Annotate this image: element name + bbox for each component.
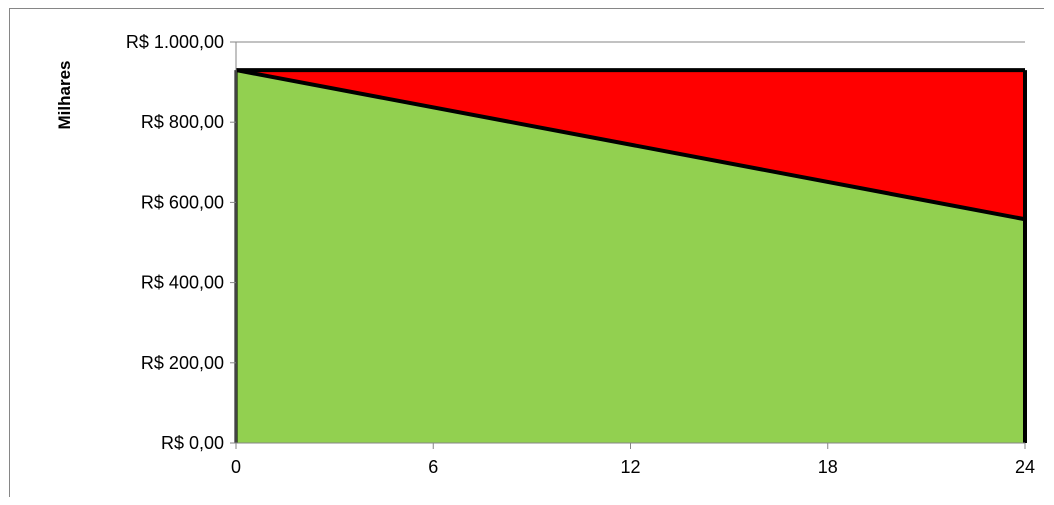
y-tick-label-4: R$ 800,00 — [141, 112, 224, 132]
y-tick-label-1: R$ 200,00 — [141, 353, 224, 373]
x-tick-label-0: 0 — [231, 457, 241, 477]
y-tick-label-3: R$ 600,00 — [141, 192, 224, 212]
x-tick-label-1: 6 — [428, 457, 438, 477]
line-series-1 — [235, 68, 1026, 222]
area-series-1 — [236, 70, 1025, 443]
x-tick-label-3: 18 — [818, 457, 838, 477]
x-tick-label-2: 12 — [620, 457, 640, 477]
y-axis-title: Milhares — [55, 61, 74, 130]
y-tick-label-0: R$ 0,00 — [161, 433, 224, 453]
y-tick-label-5: R$ 1.000,00 — [126, 32, 224, 52]
y-tick-label-2: R$ 400,00 — [141, 273, 224, 293]
x-tick-label-4: 24 — [1015, 457, 1035, 477]
